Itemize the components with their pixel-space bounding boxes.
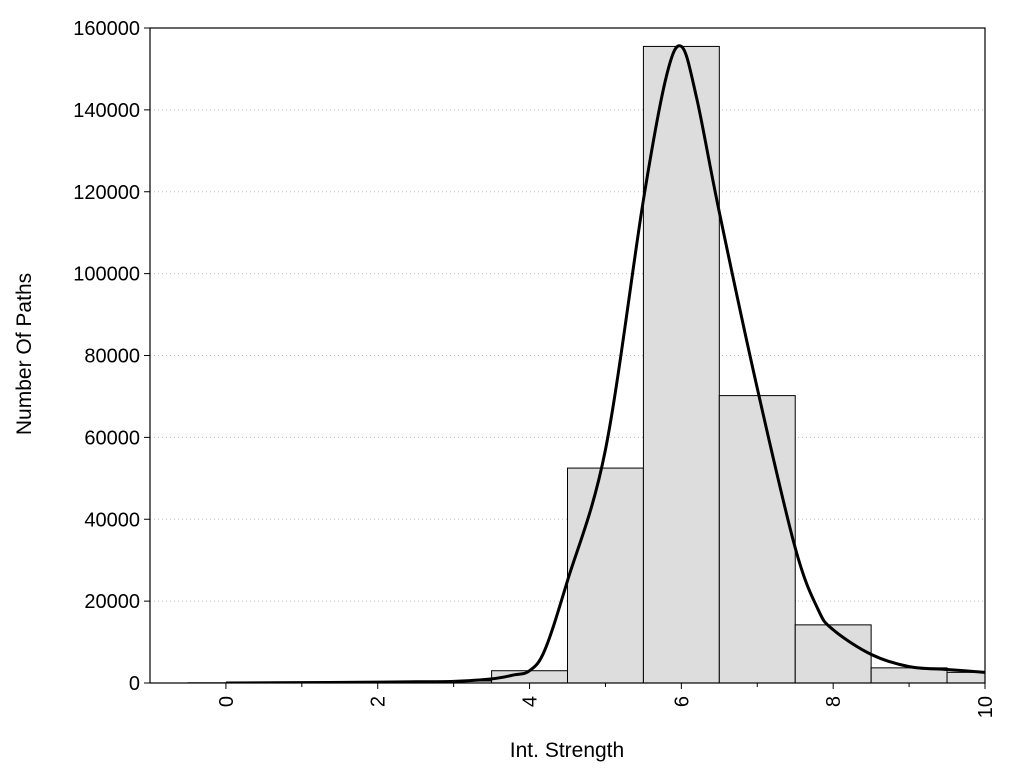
histogram-bar (795, 625, 871, 683)
x-tick-label: 8 (823, 696, 845, 707)
tick-labels: 0 20000 40000 60000 80000 100000 120000 140000 1… (73, 18, 997, 718)
histogram-bar (719, 396, 795, 683)
y-tick-label: 100000 (73, 264, 140, 286)
y-tick-label: 160000 (73, 18, 140, 40)
x-axis-title: Int. Strength (510, 739, 624, 762)
x-tick-label: 10 (975, 696, 997, 718)
y-tick-label: 0 (129, 673, 140, 695)
histogram-bar (568, 468, 644, 683)
x-tick-label: 2 (368, 696, 390, 707)
y-tick-label: 140000 (73, 100, 140, 122)
y-tick-label: 40000 (84, 509, 140, 531)
x-tick-label: 6 (671, 696, 693, 707)
x-tick-label: 0 (216, 696, 238, 707)
y-tick-label: 120000 (73, 182, 140, 204)
y-tick-label: 20000 (84, 591, 140, 613)
y-tick-label: 60000 (84, 427, 140, 449)
bars (188, 46, 1023, 683)
y-axis-title: Number Of Paths (13, 273, 36, 435)
y-tick-label: 80000 (84, 346, 140, 368)
histogram-bar (643, 46, 719, 683)
x-tick-label: 4 (520, 696, 542, 707)
